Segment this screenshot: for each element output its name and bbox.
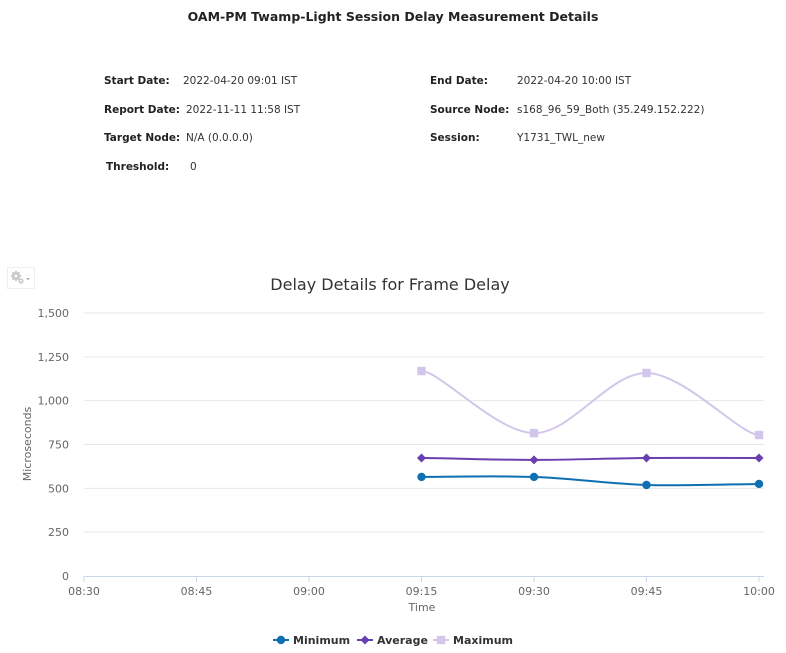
legend-label: Average [377, 634, 428, 647]
y-tick-label: 250 [48, 526, 69, 539]
series-maximum [417, 366, 764, 440]
start-date-label: Start Date: [104, 75, 170, 87]
chart-settings-button[interactable] [7, 267, 35, 289]
series-line [421, 456, 760, 461]
data-point[interactable] [529, 472, 539, 482]
threshold-label: Threshold: [106, 161, 170, 173]
x-tick-label: 08:30 [68, 585, 100, 598]
target-node-label: Target Node: [104, 132, 181, 144]
caret-down-icon [26, 278, 30, 281]
report-date-label: Report Date: [104, 104, 180, 116]
legend-circle-icon [276, 635, 286, 645]
data-point[interactable] [642, 368, 651, 378]
x-tick-label: 10:00 [743, 585, 775, 598]
y-tick-label: 500 [48, 482, 69, 495]
source-node-value: s168_96_59_Both (35.249.152.222) [517, 104, 705, 116]
x-tick-label: 09:45 [631, 585, 663, 598]
source-node-label: Source Node: [430, 104, 510, 116]
x-tick-label: 09:30 [518, 585, 550, 598]
series-line [421, 475, 760, 487]
session-label: Session: [430, 132, 480, 144]
data-point[interactable] [529, 455, 539, 465]
data-point[interactable] [754, 430, 764, 440]
data-point[interactable] [417, 453, 426, 463]
report-date-value: 2022-11-11 11:58 IST [186, 104, 301, 116]
legend-item-maximum[interactable]: Maximum [433, 634, 513, 647]
y-tick-label: 0 [62, 570, 69, 583]
chart-grid [84, 312, 764, 577]
x-axis-label: Time [408, 601, 436, 614]
data-point[interactable] [754, 453, 764, 463]
y-tick-label: 750 [48, 439, 69, 452]
x-axis-ticks: 08:30 08:45 09:00 09:15 09:30 09:45 10:00 [68, 576, 775, 598]
chart-legend: Minimum Average Maximum [273, 634, 513, 647]
page-title: OAM-PM Twamp-Light Session Delay Measure… [187, 9, 599, 24]
legend-square-icon [436, 635, 446, 645]
y-tick-label: 1,500 [38, 307, 70, 320]
y-tick-label: 1,000 [38, 395, 70, 408]
x-tick-label: 08:45 [181, 585, 213, 598]
data-point[interactable] [642, 480, 651, 490]
target-node-value: N/A (0.0.0.0) [186, 132, 253, 144]
end-date-label: End Date: [430, 75, 488, 87]
y-axis-label: Microseconds [21, 406, 34, 481]
end-date-value: 2022-04-20 10:00 IST [517, 75, 632, 87]
start-date-value: 2022-04-20 09:01 IST [183, 75, 298, 87]
legend-item-minimum[interactable]: Minimum [273, 634, 350, 647]
threshold-value: 0 [190, 161, 197, 173]
data-point[interactable] [417, 366, 426, 376]
x-tick-label: 09:15 [406, 585, 438, 598]
data-point[interactable] [529, 428, 539, 438]
chart-series [417, 366, 764, 490]
data-point[interactable] [417, 472, 426, 482]
y-tick-label: 1,250 [38, 351, 70, 364]
series-average [417, 453, 764, 465]
session-value: Y1731_TWL_new [517, 132, 605, 144]
gear-icon [10, 270, 30, 284]
legend-label: Minimum [293, 634, 350, 647]
details-panel: Start Date: 2022-04-20 09:01 IST End Dat… [0, 0, 786, 200]
legend-label: Maximum [453, 634, 513, 647]
series-line [421, 370, 760, 437]
x-tick-label: 09:00 [293, 585, 325, 598]
chart-title: Delay Details for Frame Delay [270, 275, 509, 294]
legend-diamond-icon [360, 635, 370, 645]
y-axis-ticks: 0 250 500 750 1,000 1,250 1,500 [38, 307, 70, 583]
data-point[interactable] [642, 453, 651, 463]
data-point[interactable] [754, 479, 764, 489]
series-minimum [417, 472, 764, 490]
legend-item-average[interactable]: Average [357, 634, 428, 647]
